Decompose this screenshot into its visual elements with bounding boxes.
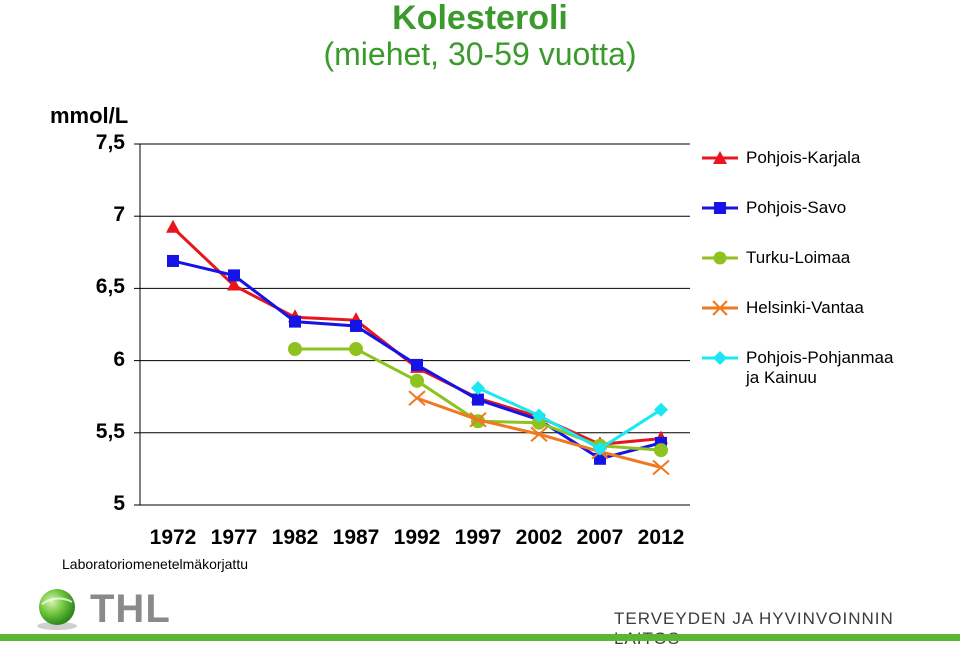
legend-item-turku-loimaa: Turku-Loimaa bbox=[702, 248, 850, 268]
legend-marker-x bbox=[702, 300, 738, 316]
x-tick-label: 1977 bbox=[211, 526, 258, 549]
data-point-diamond bbox=[471, 381, 485, 396]
y-tick-label: 6,5 bbox=[95, 275, 125, 299]
chart-subtitle: (miehet, 30-59 vuotta) bbox=[323, 36, 637, 73]
data-point-square bbox=[289, 315, 301, 328]
organization-name: TERVEYDEN JA HYVINVOINNIN LAITOS bbox=[614, 609, 894, 648]
data-point-square bbox=[472, 393, 484, 406]
y-tick-label: 7 bbox=[113, 203, 125, 227]
chart-title-block: Kolesteroli (miehet, 30-59 vuotta) bbox=[220, 0, 740, 73]
method-note: Laboratoriomenetelmäkorjattu bbox=[62, 556, 248, 572]
legend-item-helsinki-vantaa: Helsinki-Vantaa bbox=[702, 298, 864, 318]
x-tick-label: 1997 bbox=[455, 526, 502, 549]
x-tick-label: 2002 bbox=[516, 526, 563, 549]
data-point-diamond bbox=[532, 408, 546, 423]
x-tick-label: 1992 bbox=[394, 526, 441, 549]
data-point-triangle bbox=[227, 277, 241, 291]
data-point-circle bbox=[288, 342, 302, 357]
y-tick-label: 7,5 bbox=[95, 131, 125, 154]
data-point-diamond bbox=[593, 441, 607, 456]
bottom-accent-bar bbox=[0, 634, 960, 641]
legend-label: Pohjois-Karjala bbox=[746, 148, 861, 167]
legend-label: Pohjois-Savo bbox=[746, 198, 847, 217]
data-point-square bbox=[228, 269, 240, 282]
x-tick-label: 2012 bbox=[638, 526, 685, 549]
data-point-square bbox=[167, 254, 179, 267]
y-tick-label: 5,5 bbox=[95, 419, 125, 443]
legend-marker-square bbox=[702, 202, 738, 214]
globe-icon bbox=[37, 589, 77, 630]
x-tick-label: 1972 bbox=[150, 526, 197, 549]
chart-title: Kolesteroli bbox=[392, 0, 568, 37]
data-point-square bbox=[350, 319, 362, 332]
series-line bbox=[171, 226, 662, 446]
legend-label-line2: ja Kainuu bbox=[746, 368, 817, 387]
data-point-circle bbox=[654, 443, 668, 458]
legend-marker-triangle bbox=[702, 151, 738, 164]
data-point-x bbox=[652, 459, 670, 476]
data-point-square bbox=[594, 452, 606, 465]
legend-marker-diamond bbox=[702, 351, 738, 365]
x-tick-label: 2007 bbox=[577, 526, 624, 549]
legend-label: Pohjois-Pohjanmaa bbox=[746, 348, 894, 367]
x-tick-label: 1987 bbox=[333, 526, 380, 549]
data-point-square bbox=[411, 358, 423, 371]
legend-item-pohjois-karjala: Pohjois-Karjala bbox=[702, 148, 860, 168]
data-point-diamond bbox=[654, 402, 668, 417]
x-tick-label: 1982 bbox=[272, 526, 319, 549]
data-point-circle bbox=[410, 373, 424, 388]
series-line bbox=[477, 386, 662, 451]
y-tick-label: 6 bbox=[113, 347, 125, 371]
data-point-circle bbox=[532, 415, 546, 430]
data-point-triangle bbox=[166, 219, 180, 233]
legend-item-pohjois-savo: Pohjois-Savo bbox=[702, 198, 846, 218]
y-axis-unit: mmol/L bbox=[50, 103, 129, 128]
legend-label: Helsinki-Vantaa bbox=[746, 298, 864, 317]
data-point-x bbox=[530, 426, 548, 442]
data-point-x bbox=[469, 412, 487, 428]
legend-label: Turku-Loimaa bbox=[746, 248, 851, 267]
data-point-x bbox=[408, 390, 426, 406]
data-point-circle bbox=[349, 342, 363, 357]
legend-marker-circle bbox=[702, 251, 738, 265]
thl-logo: THL bbox=[32, 586, 171, 632]
y-tick-label: 5 bbox=[113, 492, 125, 515]
legend-item-pohjois-pohjanmaa: Pohjois-Pohjanmaa ja Kainuu bbox=[702, 348, 893, 388]
logo-text: THL bbox=[90, 586, 171, 631]
